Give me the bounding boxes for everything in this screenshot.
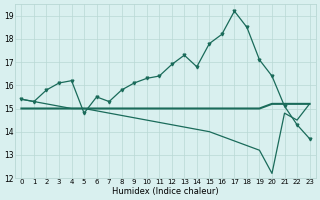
X-axis label: Humidex (Indice chaleur): Humidex (Indice chaleur): [112, 187, 219, 196]
